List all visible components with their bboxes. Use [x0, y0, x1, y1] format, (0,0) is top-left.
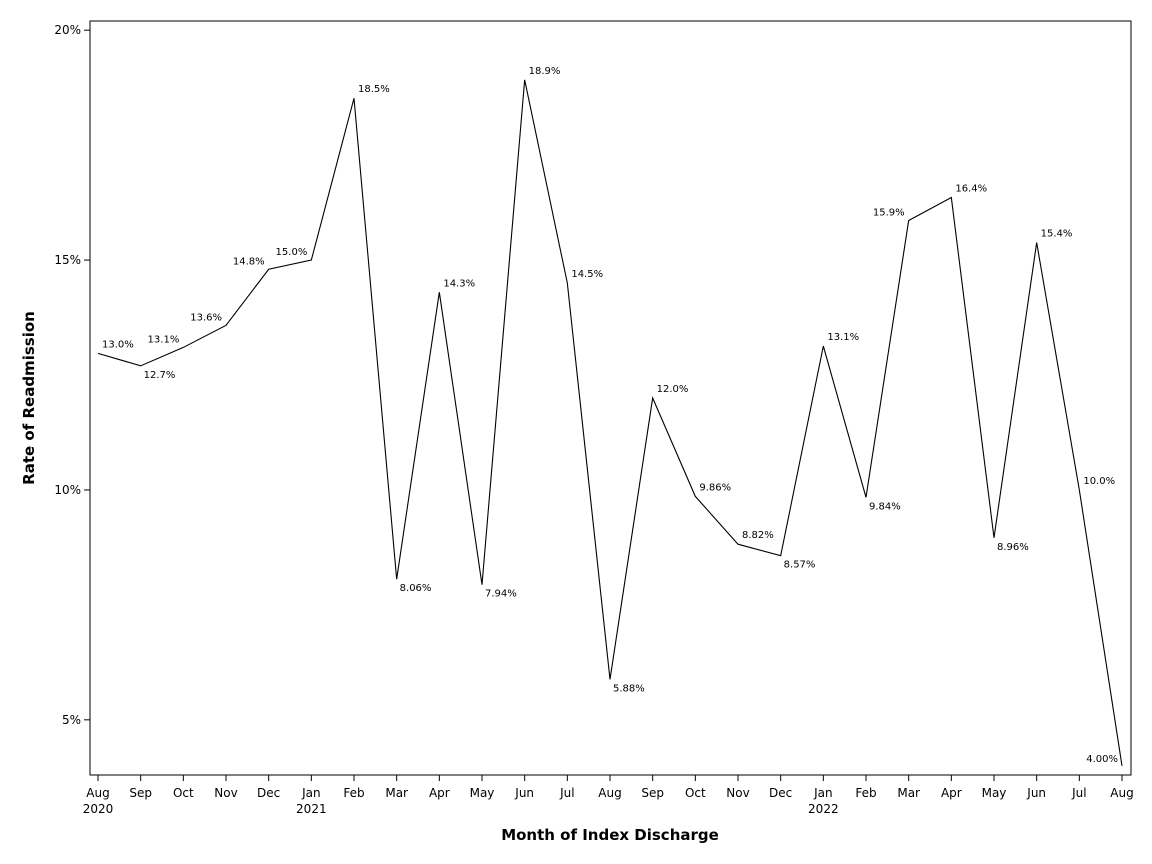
x-tick-label: Apr	[429, 786, 450, 800]
x-tick-label: Mar	[385, 786, 408, 800]
data-label: 18.9%	[529, 66, 561, 77]
data-label: 15.4%	[1041, 229, 1073, 240]
x-tick-label: Aug	[598, 786, 621, 800]
data-label: 9.84%	[869, 501, 901, 512]
y-tick-label: 20%	[54, 23, 81, 37]
y-tick-label: 15%	[54, 253, 81, 267]
x-tick-label: Feb	[343, 786, 364, 800]
x-tick-label: Nov	[726, 786, 749, 800]
data-label: 13.1%	[827, 332, 859, 343]
data-label: 4.00%	[1086, 754, 1118, 765]
x-tick-label: May	[982, 786, 1007, 800]
x-tick-label: Jun	[1026, 786, 1046, 800]
data-label: 7.94%	[485, 589, 517, 600]
data-label: 10.0%	[1083, 476, 1115, 487]
data-label: 15.9%	[873, 208, 905, 219]
x-tick-label: Jan	[301, 786, 321, 800]
data-label: 12.0%	[657, 384, 689, 395]
x-tick-label: Nov	[214, 786, 237, 800]
series-line	[97, 79, 1123, 766]
x-tick-label: Sep	[129, 786, 152, 800]
y-axis-title: Rate of Readmission	[20, 311, 38, 485]
data-label: 15.0%	[276, 247, 308, 258]
x-tick-label: Jun	[514, 786, 534, 800]
x-tick-label: Oct	[173, 786, 194, 800]
x-tick-label: Jul	[1071, 786, 1086, 800]
data-label: 18.5%	[358, 84, 390, 95]
data-label: 14.5%	[571, 269, 603, 280]
data-label: 13.0%	[102, 339, 134, 350]
data-label: 13.1%	[148, 334, 180, 345]
x-tick-label: Dec	[257, 786, 280, 800]
x-tick-label: Dec	[769, 786, 792, 800]
data-label: 16.4%	[955, 184, 987, 195]
x-tick-label: Aug	[86, 786, 109, 800]
x-year-label: 2021	[296, 802, 327, 816]
x-tick-label: Jul	[559, 786, 574, 800]
x-axis-title: Month of Index Discharge	[501, 826, 719, 844]
data-label: 9.86%	[699, 482, 731, 493]
data-label: 13.6%	[190, 312, 222, 323]
x-tick-label: Oct	[685, 786, 706, 800]
x-tick-label: Sep	[641, 786, 664, 800]
x-tick-label: Aug	[1110, 786, 1133, 800]
data-labels: 13.0% 12.7% 13.1% 13.6% 14.8% 15.0% 18.5% 8.06%…	[102, 66, 1118, 765]
data-label: 8.82%	[742, 530, 774, 541]
y-tick-label: 5%	[62, 713, 81, 727]
y-axis: 5% 10% 15% 20%	[54, 23, 90, 727]
data-label: 14.8%	[233, 256, 265, 267]
x-year-label: 2020	[83, 802, 114, 816]
x-tick-label: Feb	[855, 786, 876, 800]
x-year-label: 2022	[808, 802, 839, 816]
x-tick-label: Jan	[813, 786, 833, 800]
data-label: 8.06%	[400, 583, 432, 594]
x-tick-label: Mar	[897, 786, 920, 800]
x-axis: Aug Sep Oct Nov Dec Jan Feb Mar Apr May Jun Jul Aug S…	[83, 775, 1134, 816]
x-tick-label: May	[470, 786, 495, 800]
plot-frame	[89, 20, 1132, 776]
data-label: 8.57%	[784, 560, 816, 571]
data-label: 8.96%	[997, 542, 1029, 553]
x-tick-label: Apr	[941, 786, 962, 800]
data-label: 12.7%	[144, 370, 176, 381]
data-label: 5.88%	[613, 683, 645, 694]
data-label: 14.3%	[443, 278, 475, 289]
y-tick-label: 10%	[54, 483, 81, 497]
